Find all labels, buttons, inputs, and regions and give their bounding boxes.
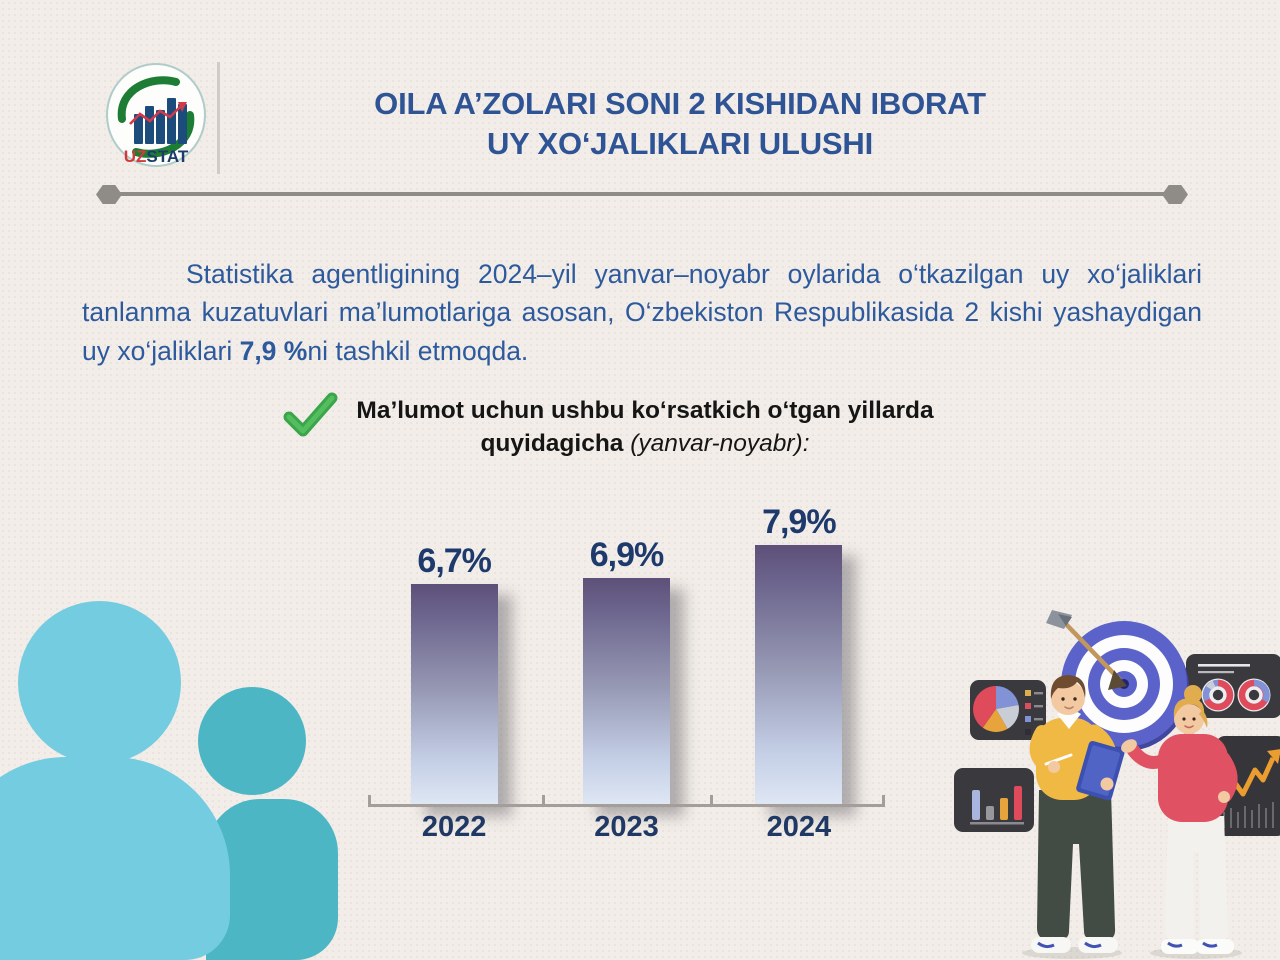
divider-line: [110, 192, 1172, 196]
axis-tick: [542, 795, 545, 805]
intro-text: Statistika agentligining 2024–yil yanvar…: [82, 258, 1202, 366]
intro-text-after: ni tashkil etmoqda.: [307, 335, 529, 366]
bar-value-label: 6,7%: [417, 542, 491, 580]
analytics-illustration: [954, 610, 1280, 959]
bar-2024: [755, 545, 843, 805]
note-line1: Ma’lumot uchun ushbu ko‘rsatkich o‘tgan …: [356, 397, 934, 424]
logo-trend-line-icon: [129, 102, 187, 125]
bar-value-label: 7,9%: [762, 503, 836, 541]
woman-character: [1121, 685, 1238, 954]
donut-charts-icon: [1186, 654, 1280, 718]
bar-chart-plot: 6,7% 6,9% 7,9%: [368, 497, 885, 805]
bar-group-2023: 6,9%: [540, 497, 712, 805]
axis-tick: [882, 795, 885, 805]
logo-separator: [217, 62, 220, 174]
note-line2-italic: (yanvar-noyabr):: [623, 429, 810, 457]
page-title-line2: UY XO‘JALIKLARI ULUSHI: [486, 126, 873, 162]
logo-wordmark: UZSTAT: [124, 147, 189, 166]
bar-chart-categories: 2022 2023 2024: [368, 811, 885, 844]
category-label: 2024: [766, 811, 832, 843]
logo-bars-icon: [134, 98, 187, 144]
bar-2023: [582, 578, 670, 805]
bar-value-label: 6,9%: [589, 536, 664, 574]
category-label: 2022: [421, 811, 487, 843]
bar-group-2022: 6,7%: [368, 497, 540, 805]
bar-chart-icon: [954, 768, 1034, 832]
person-front-head: [18, 601, 181, 764]
note-line2-bold: quyidagicha: [480, 429, 624, 457]
bar-chart-axis: [368, 795, 885, 807]
pie-chart-icon: [970, 680, 1046, 740]
bar-2022: [410, 584, 498, 805]
page-title-line1: OILA A’ZOLARI SONI 2 KISHIDAN IBORAT: [374, 86, 986, 121]
checkmark-icon: [283, 392, 338, 437]
category-label: 2023: [594, 811, 659, 843]
intro-highlight-value: 7,9 %: [239, 335, 308, 366]
man-character: [1029, 675, 1125, 953]
page-title: OILA A’ZOLARI SONI 2 KISHIDAN IBORAT UY …: [230, 84, 1130, 165]
axis-tick: [710, 795, 713, 805]
axis-tick: [368, 795, 371, 805]
logo-swoosh-icon: [117, 76, 195, 158]
bar-group-2024: 7,9%: [713, 497, 885, 805]
divider-hexagon-right: [1162, 185, 1188, 204]
note-text: Ma’lumot uchun ushbu ko‘rsatkich o‘tgan …: [340, 395, 950, 460]
note-line2: quyidagicha (yanvar-noyabr):: [340, 428, 950, 461]
person-back-head: [198, 687, 306, 795]
person-front-body: [0, 757, 230, 960]
target-icon: [1046, 610, 1189, 751]
intro-paragraph: Statistika agentligining 2024–yil yanvar…: [82, 255, 1202, 371]
divider-hexagon-left: [96, 185, 122, 204]
uzstat-logo: UZSTAT: [106, 63, 206, 167]
